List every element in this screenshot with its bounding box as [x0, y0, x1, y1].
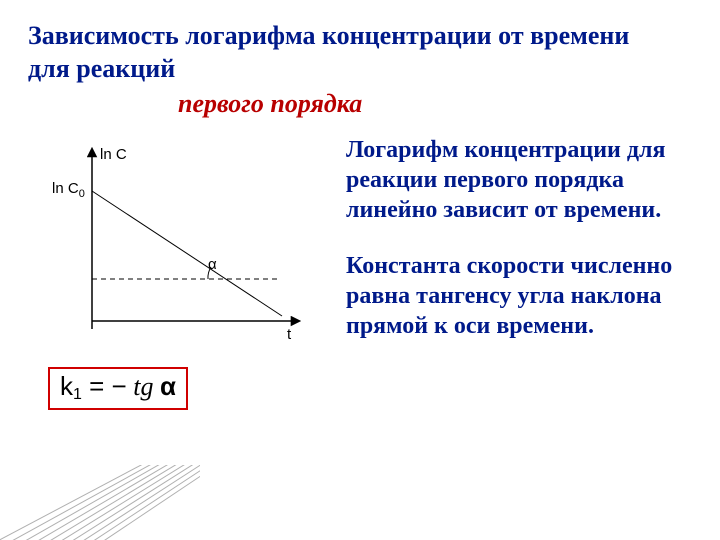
corner-decoration	[0, 465, 200, 540]
paragraph-2: Константа скорости численно равна танген…	[346, 251, 692, 341]
formula-eq: = −	[82, 371, 127, 401]
angle-label: α	[208, 256, 217, 273]
right-column: Логарифм концентрации для реакции первог…	[328, 131, 692, 410]
formula: k1 = − tg α	[60, 371, 176, 401]
slide-title: Зависимость логарифма концентрации от вр…	[28, 20, 692, 85]
formula-tg: tg	[127, 372, 160, 401]
title-line1: Зависимость логарифма концентрации от вр…	[28, 21, 629, 50]
title-line2: для реакций	[28, 54, 175, 83]
x-axis-label: t	[287, 326, 292, 343]
slide-subtitle: первого порядка	[28, 89, 692, 119]
formula-alpha: α	[160, 371, 176, 401]
y-axis-label: ln C	[100, 146, 127, 163]
formula-k: k	[60, 371, 73, 401]
formula-sub: 1	[73, 386, 82, 403]
formula-box: k1 = − tg α	[48, 367, 188, 410]
left-column: ln C ln C0 α t k1 = − tg α	[28, 131, 328, 410]
y-tick-label: ln C0	[52, 180, 85, 200]
graph: ln C ln C0 α t	[32, 141, 312, 351]
paragraph-1: Логарифм концентрации для реакции первог…	[346, 135, 692, 225]
